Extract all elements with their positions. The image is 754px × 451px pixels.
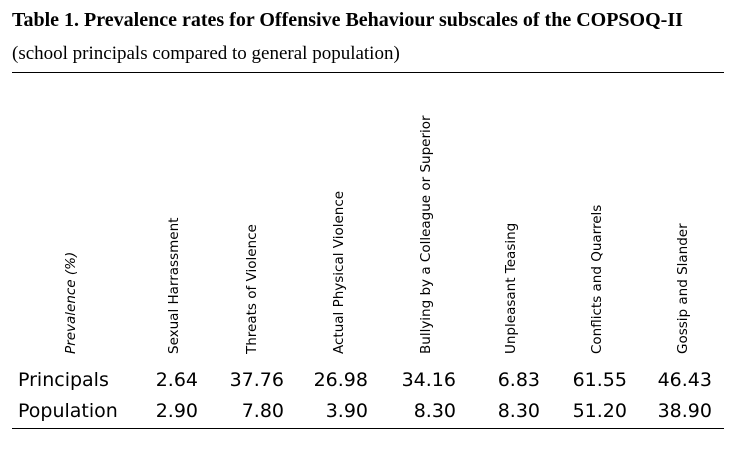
table-cell: 51.20: [572, 400, 627, 422]
table-cell: 8.30: [497, 400, 540, 422]
row-label-principals: Principals: [18, 369, 109, 391]
table-cell: 37.76: [229, 369, 284, 391]
table-cell: 7.80: [241, 400, 284, 422]
bottom-rule: [12, 428, 724, 429]
table-cell: 38.90: [657, 400, 712, 422]
row-label-population: Population: [18, 400, 118, 422]
table-subtitle: (school principals compared to general p…: [12, 43, 400, 64]
column-header-threats-of-violence: Threats of Violence: [243, 54, 263, 354]
table-title: Table 1. Prevalence rates for Offensive …: [12, 9, 683, 31]
table-cell: 2.90: [155, 400, 198, 422]
table-cell: 2.64: [155, 369, 198, 391]
column-header-conflicts-and-quarrels: Conflicts and Quarrels: [588, 54, 608, 354]
column-header-text: Gossip and Slander: [675, 223, 691, 354]
column-header-actual-physical-violence: Actual Physical Violence: [330, 54, 350, 354]
table-cell: 6.83: [497, 369, 540, 391]
column-header-text: Conflicts and Quarrels: [589, 204, 605, 354]
column-header-unpleasant-teasing: Unpleasant Teasing: [502, 54, 522, 354]
column-header-sexual-harrassment: Sexual Harrassment: [165, 54, 185, 354]
column-header-bullying: Bullying by a Colleague or Superior: [417, 54, 437, 354]
table-cell: 34.16: [401, 369, 456, 391]
corner-label: Prevalence (%): [62, 54, 82, 354]
column-header-text: Threats of Violence: [244, 224, 260, 354]
table-cell: 3.90: [325, 400, 368, 422]
column-header-text: Bullying by a Colleague or Superior: [418, 115, 434, 354]
corner-label-text: Prevalence (%): [63, 251, 79, 354]
table-cell: 26.98: [313, 369, 368, 391]
column-header-text: Actual Physical Violence: [331, 190, 347, 354]
table-cell: 46.43: [657, 369, 712, 391]
top-rule: [12, 72, 724, 73]
table-cell: 8.30: [413, 400, 456, 422]
column-header-text: Unpleasant Teasing: [503, 222, 519, 354]
column-header-gossip-and-slander: Gossip and Slander: [674, 54, 694, 354]
column-header-text: Sexual Harrassment: [166, 217, 182, 354]
table-cell: 61.55: [572, 369, 627, 391]
